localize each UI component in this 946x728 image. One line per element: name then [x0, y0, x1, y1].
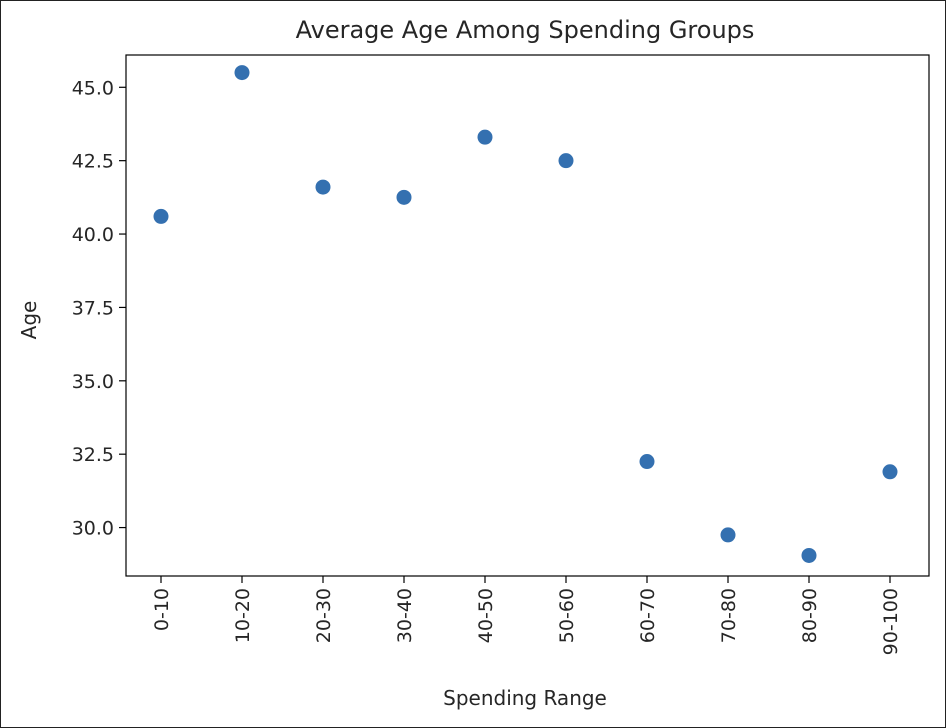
y-tick-label: 30.0: [72, 518, 114, 540]
y-axis-label: Age: [17, 301, 41, 340]
x-tick-label: 60-70: [637, 588, 659, 643]
plot-area: [125, 54, 930, 577]
x-tick-label: 30-40: [394, 588, 416, 643]
data-point: [882, 464, 898, 480]
x-tick-label: 80-90: [799, 588, 821, 643]
y-tick-label: 40.0: [72, 224, 114, 246]
x-tick-label: 0-10: [151, 588, 173, 631]
x-tick-label: 70-80: [718, 588, 740, 643]
chart-title: Average Age Among Spending Groups: [296, 16, 755, 44]
data-point: [639, 454, 655, 470]
data-point: [153, 208, 169, 224]
data-point: [234, 65, 250, 81]
x-tick-label: 90-100: [880, 588, 902, 655]
y-tick-label: 42.5: [72, 151, 114, 173]
x-tick-label: 10-20: [232, 588, 254, 643]
data-point: [477, 129, 493, 145]
x-tick-label: 20-30: [313, 588, 335, 643]
x-tick-label: 40-50: [475, 588, 497, 643]
y-tick-label: 35.0: [72, 371, 114, 393]
data-point: [801, 547, 817, 563]
data-point: [396, 189, 412, 205]
y-tick-label: 32.5: [72, 444, 114, 466]
data-point: [720, 527, 736, 543]
data-point: [315, 179, 331, 195]
x-tick-label: 50-60: [556, 588, 578, 643]
data-points: [153, 65, 898, 563]
data-point: [558, 153, 574, 169]
y-axis: 30.0 32.5 35.0 37.5 40.0 42.5 45.0: [72, 77, 126, 540]
y-tick-label: 37.5: [72, 297, 114, 319]
y-tick-label: 45.0: [72, 77, 114, 99]
x-axis-label: Spending Range: [443, 686, 607, 710]
x-axis: 0-10 10-20 20-30 30-40 40-50 50-60 60-70 70-80 8…: [151, 576, 902, 655]
